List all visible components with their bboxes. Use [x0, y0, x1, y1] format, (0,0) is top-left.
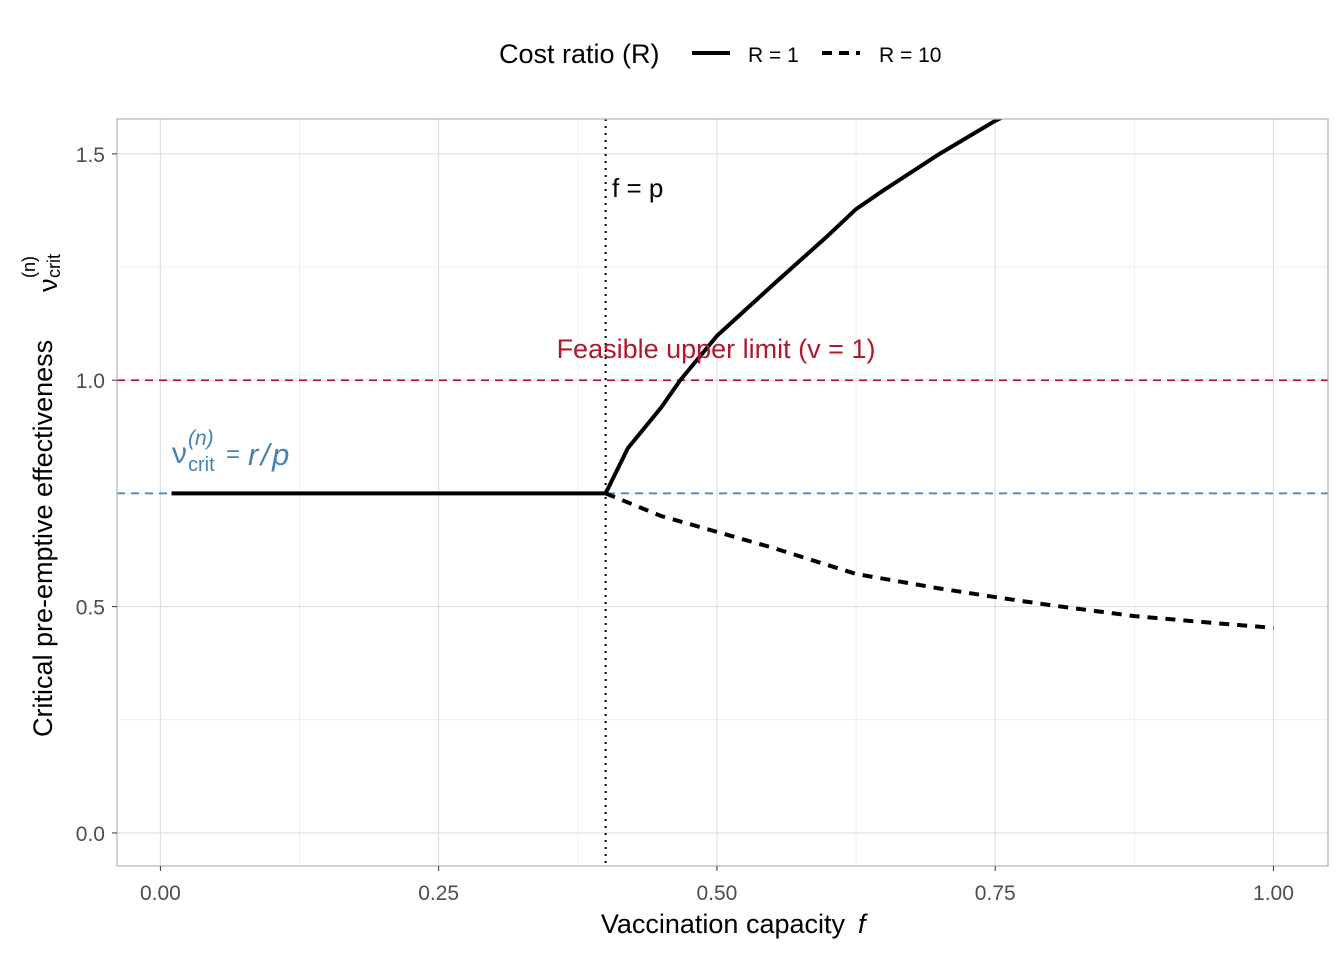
ticks: 0.00 0.25 0.50 0.75 1.00 0.0 0.5 1.0 1.5 [76, 144, 1294, 905]
x-tick-label: 1.00 [1253, 882, 1294, 905]
rp-label-sub: crit [188, 454, 215, 476]
rp-label-eq: = [226, 441, 240, 468]
series-line-r10 [604, 491, 1274, 630]
x-tick-label: 0.25 [418, 882, 459, 905]
legend-title: Cost ratio (R) [499, 39, 660, 69]
rp-label: ν (n) crit = r / p [172, 427, 292, 476]
rp-label-sup: (n) [188, 427, 214, 450]
x-axis-title: Vaccination capacity f [601, 909, 868, 939]
y-axis-title-sup: (n) [19, 256, 39, 278]
vline-label: f = p [612, 173, 663, 203]
legend: Cost ratio (R) R = 1 R = 10 [499, 39, 941, 69]
y-axis-title-sub: crit [44, 254, 64, 278]
series [171, 119, 1274, 630]
x-tick-label: 0.50 [696, 882, 737, 905]
y-axis-title-base: ν [33, 279, 63, 293]
y-tick-label: 1.0 [76, 370, 105, 393]
rp-label-rhs: r / p [248, 437, 289, 472]
panel-border [116, 118, 1329, 867]
y-tick-label: 0.0 [76, 823, 105, 846]
x-tick-label: 0.75 [975, 882, 1016, 905]
x-axis-title-text: Vaccination capacity [601, 909, 846, 939]
series-line-r1 [171, 119, 1004, 496]
y-axis-title-text: Critical pre-emptive effectiveness [28, 340, 58, 737]
legend-label-r1: R = 1 [748, 44, 799, 67]
x-axis-title-var: f [858, 909, 868, 939]
rp-label-base: ν [172, 437, 187, 470]
y-tick-label: 0.5 [76, 597, 105, 620]
y-axis-title: Critical pre-emptive effectiveness ν (n)… [19, 254, 64, 737]
upper-limit-label: Feasible upper limit (v = 1) [557, 334, 876, 364]
x-tick-label: 0.00 [140, 882, 181, 905]
legend-label-r10: R = 10 [879, 44, 941, 67]
y-tick-label: 1.5 [76, 144, 105, 167]
